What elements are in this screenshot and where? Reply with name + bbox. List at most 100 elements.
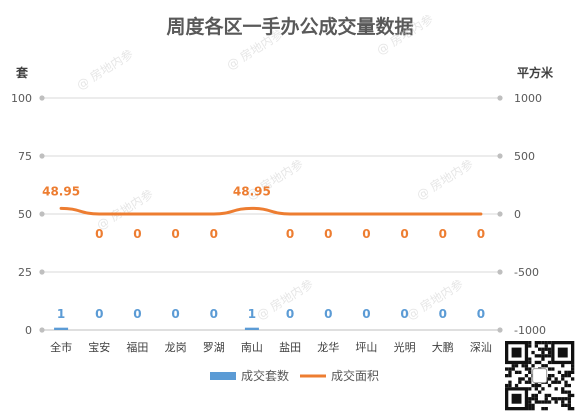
qr-module [561, 387, 565, 391]
qr-module [508, 383, 512, 388]
qr-module [531, 383, 535, 388]
qr-module [551, 374, 555, 378]
qr-module [538, 347, 542, 351]
qr-module [544, 354, 548, 358]
qr-module [561, 403, 565, 407]
qr-module [514, 364, 519, 368]
qr-module [547, 354, 552, 358]
qr-module [557, 397, 562, 401]
qr-module [564, 380, 568, 384]
qr-code-icon [503, 339, 577, 413]
line-data-label: 0 [133, 227, 141, 241]
qr-module [505, 383, 509, 388]
qr-module [547, 350, 552, 355]
line-data-label: 48.95 [233, 184, 271, 198]
bar [244, 327, 259, 330]
x-axis-tick-label: 盐田 [279, 341, 301, 354]
qr-module [541, 350, 545, 355]
qr-module [528, 344, 532, 348]
bar-data-label: 0 [95, 307, 103, 321]
x-axis-tick-label: 光明 [394, 340, 416, 354]
qr-module [541, 400, 545, 404]
left-axis-label: 套 [15, 65, 29, 80]
left-axis-tick-label: 50 [18, 208, 32, 221]
qr-module [554, 387, 558, 391]
qr-module [524, 380, 529, 384]
qr-module [534, 344, 538, 348]
line-data-label: 48.95 [42, 184, 80, 198]
qr-finder-inner [557, 347, 568, 358]
line-data-label: 0 [477, 227, 485, 241]
watermark: @ 房地内参 [94, 186, 156, 233]
qr-finder-inner [511, 393, 522, 404]
qr-module [554, 400, 558, 404]
bar-data-label: 0 [477, 307, 485, 321]
qr-module [561, 390, 565, 394]
qr-module [518, 370, 522, 374]
qr-module [544, 407, 548, 411]
qr-module [505, 367, 509, 371]
qr-module [541, 347, 545, 351]
qr-module [571, 393, 575, 398]
qr-module [541, 341, 545, 345]
x-axis-tick-label: 全市 [50, 340, 72, 354]
qr-module [534, 387, 538, 391]
qr-module [554, 397, 558, 401]
qr-logo [532, 368, 548, 384]
bar-data-label: 1 [57, 307, 65, 321]
bar-data-label: 0 [171, 307, 179, 321]
line-series-area [59, 206, 483, 216]
right-axis-tick-dot [497, 95, 503, 101]
x-axis-tick-label: 宝安 [88, 340, 110, 354]
qr-module [544, 397, 548, 401]
qr-module [541, 387, 545, 391]
qr-module [567, 397, 571, 401]
x-axis-tick-label: 罗湖 [203, 341, 225, 354]
qr-module [538, 383, 542, 388]
line-data-label: 0 [362, 227, 370, 241]
right-axis-tick-label: 500 [514, 150, 535, 163]
qr-module [571, 367, 575, 371]
qr-module [557, 370, 562, 374]
qr-module [547, 393, 552, 398]
qr-module [528, 341, 532, 345]
qr-module [518, 380, 522, 384]
x-axis-tick-label: 坪山 [355, 341, 377, 354]
qr-module [567, 390, 571, 394]
qr-module [551, 367, 555, 371]
bar-data-label: 1 [248, 307, 256, 321]
qr-module [567, 374, 571, 378]
qr-module [514, 370, 519, 374]
qr-module [571, 364, 575, 368]
qr-module [564, 383, 568, 388]
watermark: @ 房地内参 [404, 276, 466, 323]
qr-module [567, 393, 571, 398]
chart-title: 周度各区一手办公成交量数据 [166, 15, 413, 38]
qr-module [544, 344, 548, 348]
bar-data-label: 0 [286, 307, 294, 321]
qr-module [554, 380, 558, 384]
left-axis-tick-label: 100 [11, 92, 32, 105]
qr-module [564, 370, 568, 374]
qr-module [554, 377, 558, 381]
qr-module [534, 360, 538, 365]
qr-module [531, 407, 535, 411]
bar-data-label: 0 [210, 307, 218, 321]
qr-module [547, 360, 552, 365]
x-axis-tick-label: 龙岗 [165, 341, 187, 354]
qr-module [551, 397, 555, 401]
qr-module [544, 400, 548, 404]
qr-module [524, 367, 529, 371]
qr-module [524, 364, 529, 368]
qr-module [571, 370, 575, 374]
qr-finder-inner [511, 347, 522, 358]
qr-module [508, 367, 512, 371]
right-axis-tick-dot [497, 153, 503, 159]
legend-label-bar: 成交套数 [241, 368, 289, 383]
x-axis-tick-label: 大鹏 [432, 340, 454, 354]
right-axis-tick-label: 1000 [514, 92, 542, 105]
qr-module [541, 357, 545, 361]
qr-module [524, 374, 529, 378]
qr-module [564, 403, 568, 407]
